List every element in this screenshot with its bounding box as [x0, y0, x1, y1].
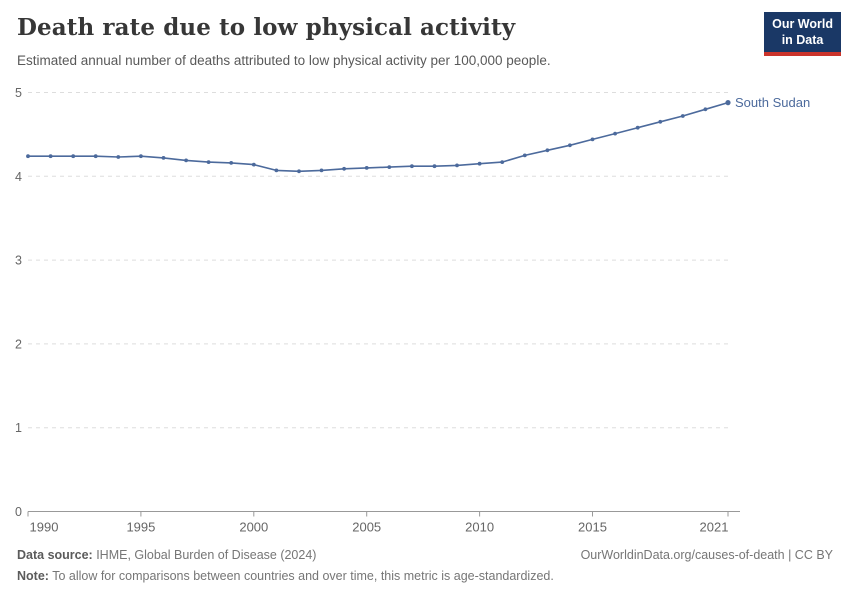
owid-logo-line1: Our World	[772, 17, 833, 31]
page-title: Death rate due to low physical activity	[17, 14, 516, 41]
data-point[interactable]	[93, 154, 98, 159]
data-point[interactable]	[229, 161, 234, 165]
data-point[interactable]	[116, 155, 121, 159]
data-point[interactable]	[387, 165, 392, 170]
owid-logo-line2: in Data	[781, 32, 824, 47]
data-point[interactable]	[26, 154, 30, 159]
data-point[interactable]	[206, 160, 211, 165]
data-point[interactable]	[613, 131, 617, 136]
data-point[interactable]	[545, 148, 550, 153]
license-link[interactable]: OurWorldinData.org/causes-of-death | CC …	[580, 548, 833, 562]
chart-subtitle: Estimated annual number of deaths attrib…	[17, 53, 551, 68]
data-point[interactable]	[319, 168, 324, 173]
data-point[interactable]	[477, 161, 482, 166]
data-point[interactable]	[568, 143, 572, 148]
data-point[interactable]	[635, 125, 640, 130]
x-tick-label: 2000	[239, 520, 268, 535]
y-tick-label: 4	[15, 170, 22, 184]
footer-note: Note: To allow for comparisons between c…	[17, 569, 554, 583]
data-point[interactable]	[658, 119, 663, 124]
data-point[interactable]	[500, 160, 505, 165]
data-point[interactable]	[71, 154, 76, 159]
y-tick-label: 5	[15, 86, 22, 100]
data-point[interactable]	[184, 158, 189, 163]
y-tick-label: 3	[15, 254, 22, 268]
data-point[interactable]	[48, 154, 53, 159]
data-point[interactable]	[680, 114, 685, 118]
data-point[interactable]	[455, 163, 459, 168]
x-tick-label: 2015	[578, 520, 607, 535]
x-tick-label: 2005	[352, 520, 381, 535]
series-entity-label[interactable]: South Sudan	[735, 94, 811, 110]
data-point[interactable]	[522, 153, 527, 158]
x-tick-label: 1995	[126, 520, 155, 535]
data-point[interactable]	[590, 137, 595, 142]
data-point[interactable]	[251, 162, 256, 167]
x-tick-label: 1990	[30, 520, 59, 535]
data-point[interactable]	[342, 166, 346, 171]
data-line[interactable]	[28, 101, 729, 173]
data-point[interactable]	[297, 169, 301, 174]
data-point[interactable]	[139, 154, 143, 159]
x-tick-label: 2010	[465, 520, 494, 535]
owid-logo: Our World in Data	[764, 12, 841, 57]
data-point[interactable]	[274, 168, 279, 173]
data-point[interactable]	[432, 164, 437, 169]
data-point[interactable]	[364, 166, 369, 170]
data-point[interactable]	[725, 100, 731, 106]
data-point[interactable]	[161, 156, 166, 160]
footer: Data source: IHME, Global Burden of Dise…	[0, 548, 850, 562]
data-point[interactable]	[410, 164, 414, 169]
line-chart: 0 1 2 3 4 5 1990 1995 2000 2005 2010 2015 2021	[15, 86, 740, 535]
y-tick-label: 1	[15, 421, 22, 435]
y-tick-label: 2	[15, 337, 22, 351]
data-source-text: Data source: IHME, Global Burden of Dise…	[17, 548, 317, 562]
y-tick-label: 0	[15, 505, 22, 519]
x-tick-label: 2021	[700, 520, 729, 535]
data-point[interactable]	[703, 107, 708, 112]
